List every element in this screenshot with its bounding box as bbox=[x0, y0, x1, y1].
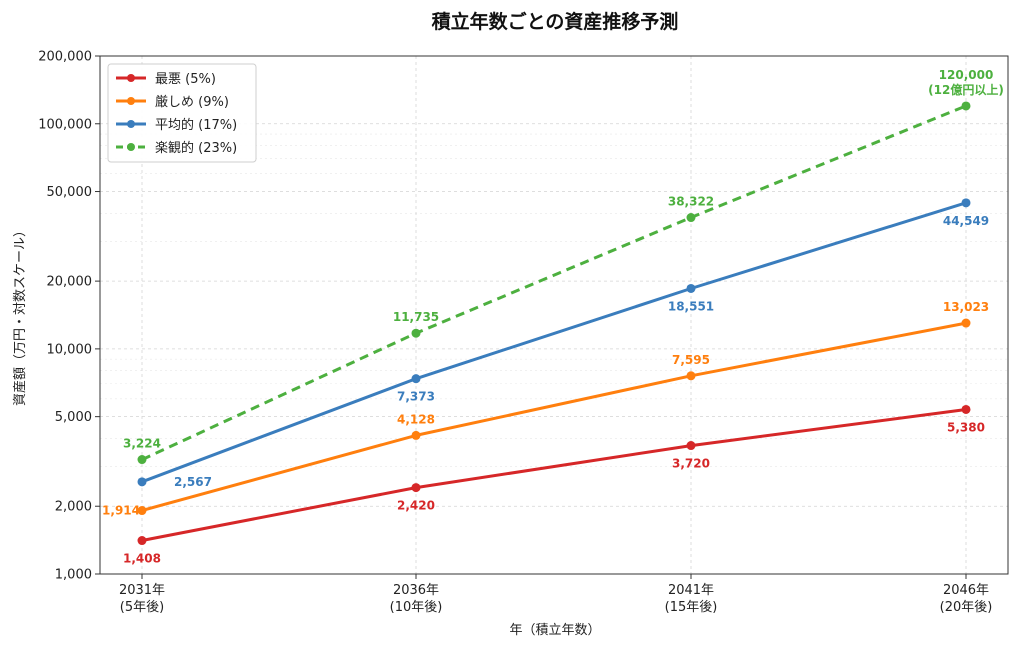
series-3-point-3 bbox=[961, 101, 971, 111]
y-axis: 1,000 2,000 5,000 10,000 20,000 50,000 100,000… bbox=[38, 50, 100, 583]
legend-marker-0 bbox=[127, 74, 135, 82]
legend-marker-1 bbox=[127, 97, 135, 105]
series-0-point-1 bbox=[411, 483, 421, 493]
series-line-2 bbox=[141, 201, 967, 484]
legend-label-2: 平均的 (17%) bbox=[155, 117, 237, 133]
legend-label-3: 楽観的 (23%) bbox=[155, 140, 237, 156]
series-line-0 bbox=[141, 408, 967, 542]
series-2-label-2: 18,551 bbox=[668, 299, 714, 313]
x-tick-sublabel-1: (10年後) bbox=[390, 600, 443, 615]
series-1-label-0: 1,914 bbox=[102, 504, 140, 518]
plot-frame bbox=[99, 55, 1009, 575]
series-0-label-1: 2,420 bbox=[397, 499, 435, 513]
series-2-label-3: 44,549 bbox=[943, 214, 989, 228]
legend-label-1: 厳しめ (9%) bbox=[155, 95, 229, 110]
series-0-label-3: 5,380 bbox=[947, 420, 985, 434]
series-0-label-2: 3,720 bbox=[672, 457, 710, 471]
legend-label-0: 最悪 (5%) bbox=[155, 72, 216, 87]
series-3-label-1: 11,735 bbox=[393, 310, 439, 324]
series-3-point-1 bbox=[411, 328, 421, 338]
series-0-label-0: 1,408 bbox=[123, 552, 161, 566]
series-1-point-3 bbox=[961, 318, 971, 328]
x-axis-label: 年（積立年数） bbox=[509, 623, 600, 638]
series-1-point-1 bbox=[411, 430, 421, 440]
data-labels-layer: 1,408 2,420 3,720 5,380 1,914 4,128 7,595 13,02… bbox=[102, 68, 1004, 566]
series-2-label-0: 2,567 bbox=[174, 475, 212, 489]
series-1-label-1: 4,128 bbox=[397, 412, 435, 426]
series-3-point-0 bbox=[137, 455, 147, 465]
y-tick-label-5: 50,000 bbox=[47, 185, 93, 200]
y-tick-label-7: 200,000 bbox=[38, 50, 92, 65]
x-tick-sublabel-2: (15年後) bbox=[665, 600, 718, 615]
x-tick-sublabel-0: (5年後) bbox=[120, 600, 164, 615]
legend-marker-2 bbox=[127, 120, 135, 128]
legend-marker-3 bbox=[127, 143, 135, 151]
series-1-point-2 bbox=[686, 371, 696, 381]
y-tick-label-0: 1,000 bbox=[55, 568, 92, 583]
legend-box bbox=[107, 63, 257, 163]
series-layer bbox=[137, 101, 971, 546]
series-2-point-1 bbox=[411, 374, 421, 384]
series-2-point-3 bbox=[961, 198, 971, 208]
y-tick-label-3: 10,000 bbox=[47, 342, 93, 357]
x-tick-sublabel-3: (20年後) bbox=[940, 600, 993, 615]
x-tick-label-1: 2036年 bbox=[393, 583, 439, 598]
series-3-point-2 bbox=[686, 213, 696, 223]
series-1-label-3: 13,023 bbox=[943, 300, 989, 314]
legend: 最悪 (5%) 厳しめ (9%) 平均的 (17%) 楽観的 (23%) bbox=[107, 63, 257, 163]
series-3-label-2: 38,322 bbox=[668, 195, 714, 209]
y-tick-label-2: 5,000 bbox=[55, 410, 92, 425]
x-tick-label-0: 2031年 bbox=[119, 583, 165, 598]
series-line-3 bbox=[141, 104, 967, 461]
series-1-point-0 bbox=[137, 506, 147, 516]
series-0-point-0 bbox=[137, 536, 147, 546]
series-3-label-3: 120,000 bbox=[939, 68, 994, 82]
series-3-label-3-line1: (12億円以上) bbox=[928, 82, 1004, 97]
series-1-label-2: 7,595 bbox=[672, 353, 710, 367]
series-2-point-2 bbox=[686, 283, 696, 293]
y-tick-label-1: 2,000 bbox=[55, 500, 92, 515]
series-line-1 bbox=[141, 321, 967, 512]
series-0-point-2 bbox=[686, 441, 696, 451]
x-tick-label-3: 2046年 bbox=[943, 583, 989, 598]
y-axis-label: 資産額（万円・対数スケール） bbox=[12, 224, 28, 406]
chart-title: 積立年数ごとの資産推移予測 bbox=[432, 10, 679, 33]
series-2-point-0 bbox=[137, 477, 147, 487]
series-3-label-0: 3,224 bbox=[123, 437, 161, 451]
y-tick-label-4: 20,000 bbox=[47, 275, 93, 290]
series-0-point-3 bbox=[961, 404, 971, 414]
x-tick-label-2: 2041年 bbox=[668, 583, 714, 598]
y-tick-label-6: 100,000 bbox=[38, 117, 92, 132]
x-axis: 2031年 (5年後) 2036年 (10年後) 2041年 (15年後) 2046年 (20… bbox=[119, 574, 992, 615]
series-2-label-1: 7,373 bbox=[397, 390, 435, 404]
